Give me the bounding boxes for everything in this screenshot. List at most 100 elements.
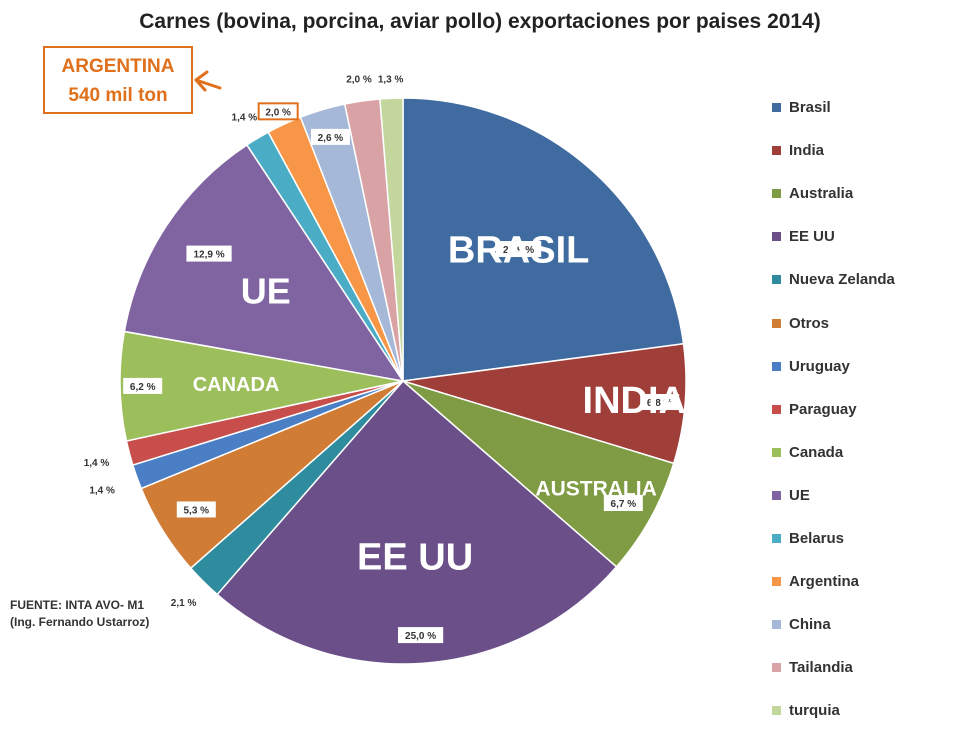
big-label-brasil: BRASIL	[448, 229, 589, 271]
legend-swatch	[772, 275, 781, 285]
slice-india	[402, 342, 687, 465]
source-note: FUENTE: INTA AVO- M1 (Ing. Fernando Usta…	[10, 597, 149, 631]
legend-swatch	[772, 490, 781, 500]
pct-box-india	[640, 394, 680, 411]
slice-ue	[123, 143, 405, 383]
legend-item-nueva-zelanda: Nueva Zelanda	[772, 258, 952, 301]
pct-label-turquia: 1,3 %	[378, 74, 404, 85]
pct-box-china	[310, 128, 350, 145]
legend-swatch	[772, 663, 781, 673]
legend-label: EE UU	[789, 228, 835, 246]
legend: Brasil India Australia EE UU Nueva Zelanda Ot…	[772, 86, 952, 732]
pct-box-australia	[603, 495, 643, 512]
slice-ee-uu	[216, 379, 618, 665]
legend-item-china: China	[772, 603, 952, 646]
legend-swatch	[772, 404, 781, 414]
pct-label-ue: 12,9 %	[186, 245, 232, 262]
pct-box-ee-uu	[397, 627, 444, 644]
pie-slices	[119, 97, 687, 665]
pct-text-canada: 6,2 %	[130, 382, 156, 393]
pct-text-ue: 12,9 %	[193, 250, 224, 261]
legend-label: turquia	[789, 702, 840, 720]
legend-label: Otros	[789, 314, 830, 332]
legend-swatch	[772, 706, 781, 716]
legend-item-brasil: Brasil	[772, 86, 952, 129]
callout-arrow-path	[194, 70, 222, 92]
slice-brasil	[402, 97, 685, 382]
legend-label: Uruguay	[789, 357, 850, 375]
legend-item-ee-uu: EE UU	[772, 215, 952, 258]
legend-item-india: India	[772, 129, 952, 172]
callout-line-2: 540 mil ton	[68, 85, 168, 106]
legend-swatch	[772, 189, 781, 199]
legend-item-canada: Canada	[772, 431, 952, 474]
legend-label: Brasil	[789, 99, 831, 117]
pct-text-india: 6,8 %	[647, 398, 673, 409]
slice-australia	[402, 380, 675, 568]
pct-text-paraguay: 1,4 %	[84, 458, 110, 469]
pct-label-argentina: 2,0 %	[257, 102, 299, 121]
big-label-ee-uu: EE UU	[357, 536, 473, 578]
legend-label: Tailandia	[789, 659, 853, 677]
pct-text-ee-uu: 25,0 %	[405, 631, 436, 642]
legend-swatch	[772, 232, 781, 242]
pct-box-otros	[176, 501, 216, 518]
pct-label-india: 6,8 %	[640, 394, 680, 411]
legend-item-otros: Otros	[772, 301, 952, 344]
pct-text-belarus: 1,4 %	[232, 112, 258, 123]
legend-swatch	[772, 577, 781, 587]
legend-item-uruguay: Uruguay	[772, 345, 952, 388]
legend-swatch	[772, 620, 781, 630]
legend-label: UE	[789, 486, 810, 504]
pct-box-brasil	[496, 241, 542, 258]
legend-item-belarus: Belarus	[772, 517, 952, 560]
source-line-1: FUENTE: INTA AVO- M1	[10, 598, 144, 612]
pct-label-china: 2,6 %	[310, 128, 350, 145]
legend-label: Argentina	[789, 573, 860, 591]
big-label-ue: UE	[241, 270, 291, 311]
legend-item-ue: UE	[772, 474, 952, 517]
legend-item-australia: Australia	[772, 172, 952, 215]
legend-label: Belarus	[789, 529, 845, 547]
slice-turquia	[379, 97, 404, 382]
legend-label: Nueva Zelanda	[789, 271, 895, 289]
legend-swatch	[772, 318, 781, 328]
legend-label: Australia	[789, 185, 854, 203]
legend-swatch	[772, 103, 781, 113]
pct-text-australia: 6,7 %	[611, 499, 637, 510]
big-label-canada: CANADA	[193, 374, 280, 396]
legend-item-tailandia: Tailandia	[772, 646, 952, 689]
legend-label: Canada	[789, 443, 844, 461]
pct-text-nueva-zelanda: 2,1 %	[171, 598, 197, 609]
pct-box-ue	[186, 245, 232, 262]
big-label-australia: AUSTRALIA	[535, 477, 656, 500]
pct-label-paraguay: 1,4 %	[84, 458, 110, 469]
callout-arrow	[194, 70, 222, 92]
legend-item-turquia: turquia	[772, 689, 952, 732]
legend-swatch	[772, 361, 781, 371]
pct-box-canada	[123, 377, 163, 394]
pct-text-uruguay: 1,4 %	[89, 485, 115, 496]
legend-swatch	[772, 146, 781, 156]
legend-label: India	[789, 142, 825, 160]
callout-line-1: ARGENTINA	[61, 56, 175, 77]
argentina-callout: ARGENTINA 540 mil ton	[43, 46, 193, 114]
pct-text-turquia: 1,3 %	[378, 74, 404, 85]
legend-item-paraguay: Paraguay	[772, 388, 952, 431]
legend-swatch	[772, 447, 781, 457]
legend-label: Paraguay	[789, 400, 857, 418]
pct-label-otros: 5,3 %	[176, 501, 216, 518]
pct-label-uruguay: 1,4 %	[89, 485, 115, 496]
pct-text-argentina: 2,0 %	[265, 107, 291, 118]
pct-label-australia: 6,7 %	[603, 495, 643, 512]
pct-text-china: 2,6 %	[318, 133, 344, 144]
pct-label-tailandia: 2,0 %	[346, 75, 372, 86]
pct-text-tailandia: 2,0 %	[346, 75, 372, 86]
pct-label-ee-uu: 25,0 %	[397, 627, 444, 644]
big-label-india: INDIA	[583, 380, 686, 422]
pct-text-brasil: 22,9 %	[503, 245, 534, 256]
legend-swatch	[772, 533, 781, 543]
chart-title: Carnes (bovina, porcina, aviar pollo) ex…	[139, 10, 821, 33]
legend-item-argentina: Argentina	[772, 560, 952, 603]
